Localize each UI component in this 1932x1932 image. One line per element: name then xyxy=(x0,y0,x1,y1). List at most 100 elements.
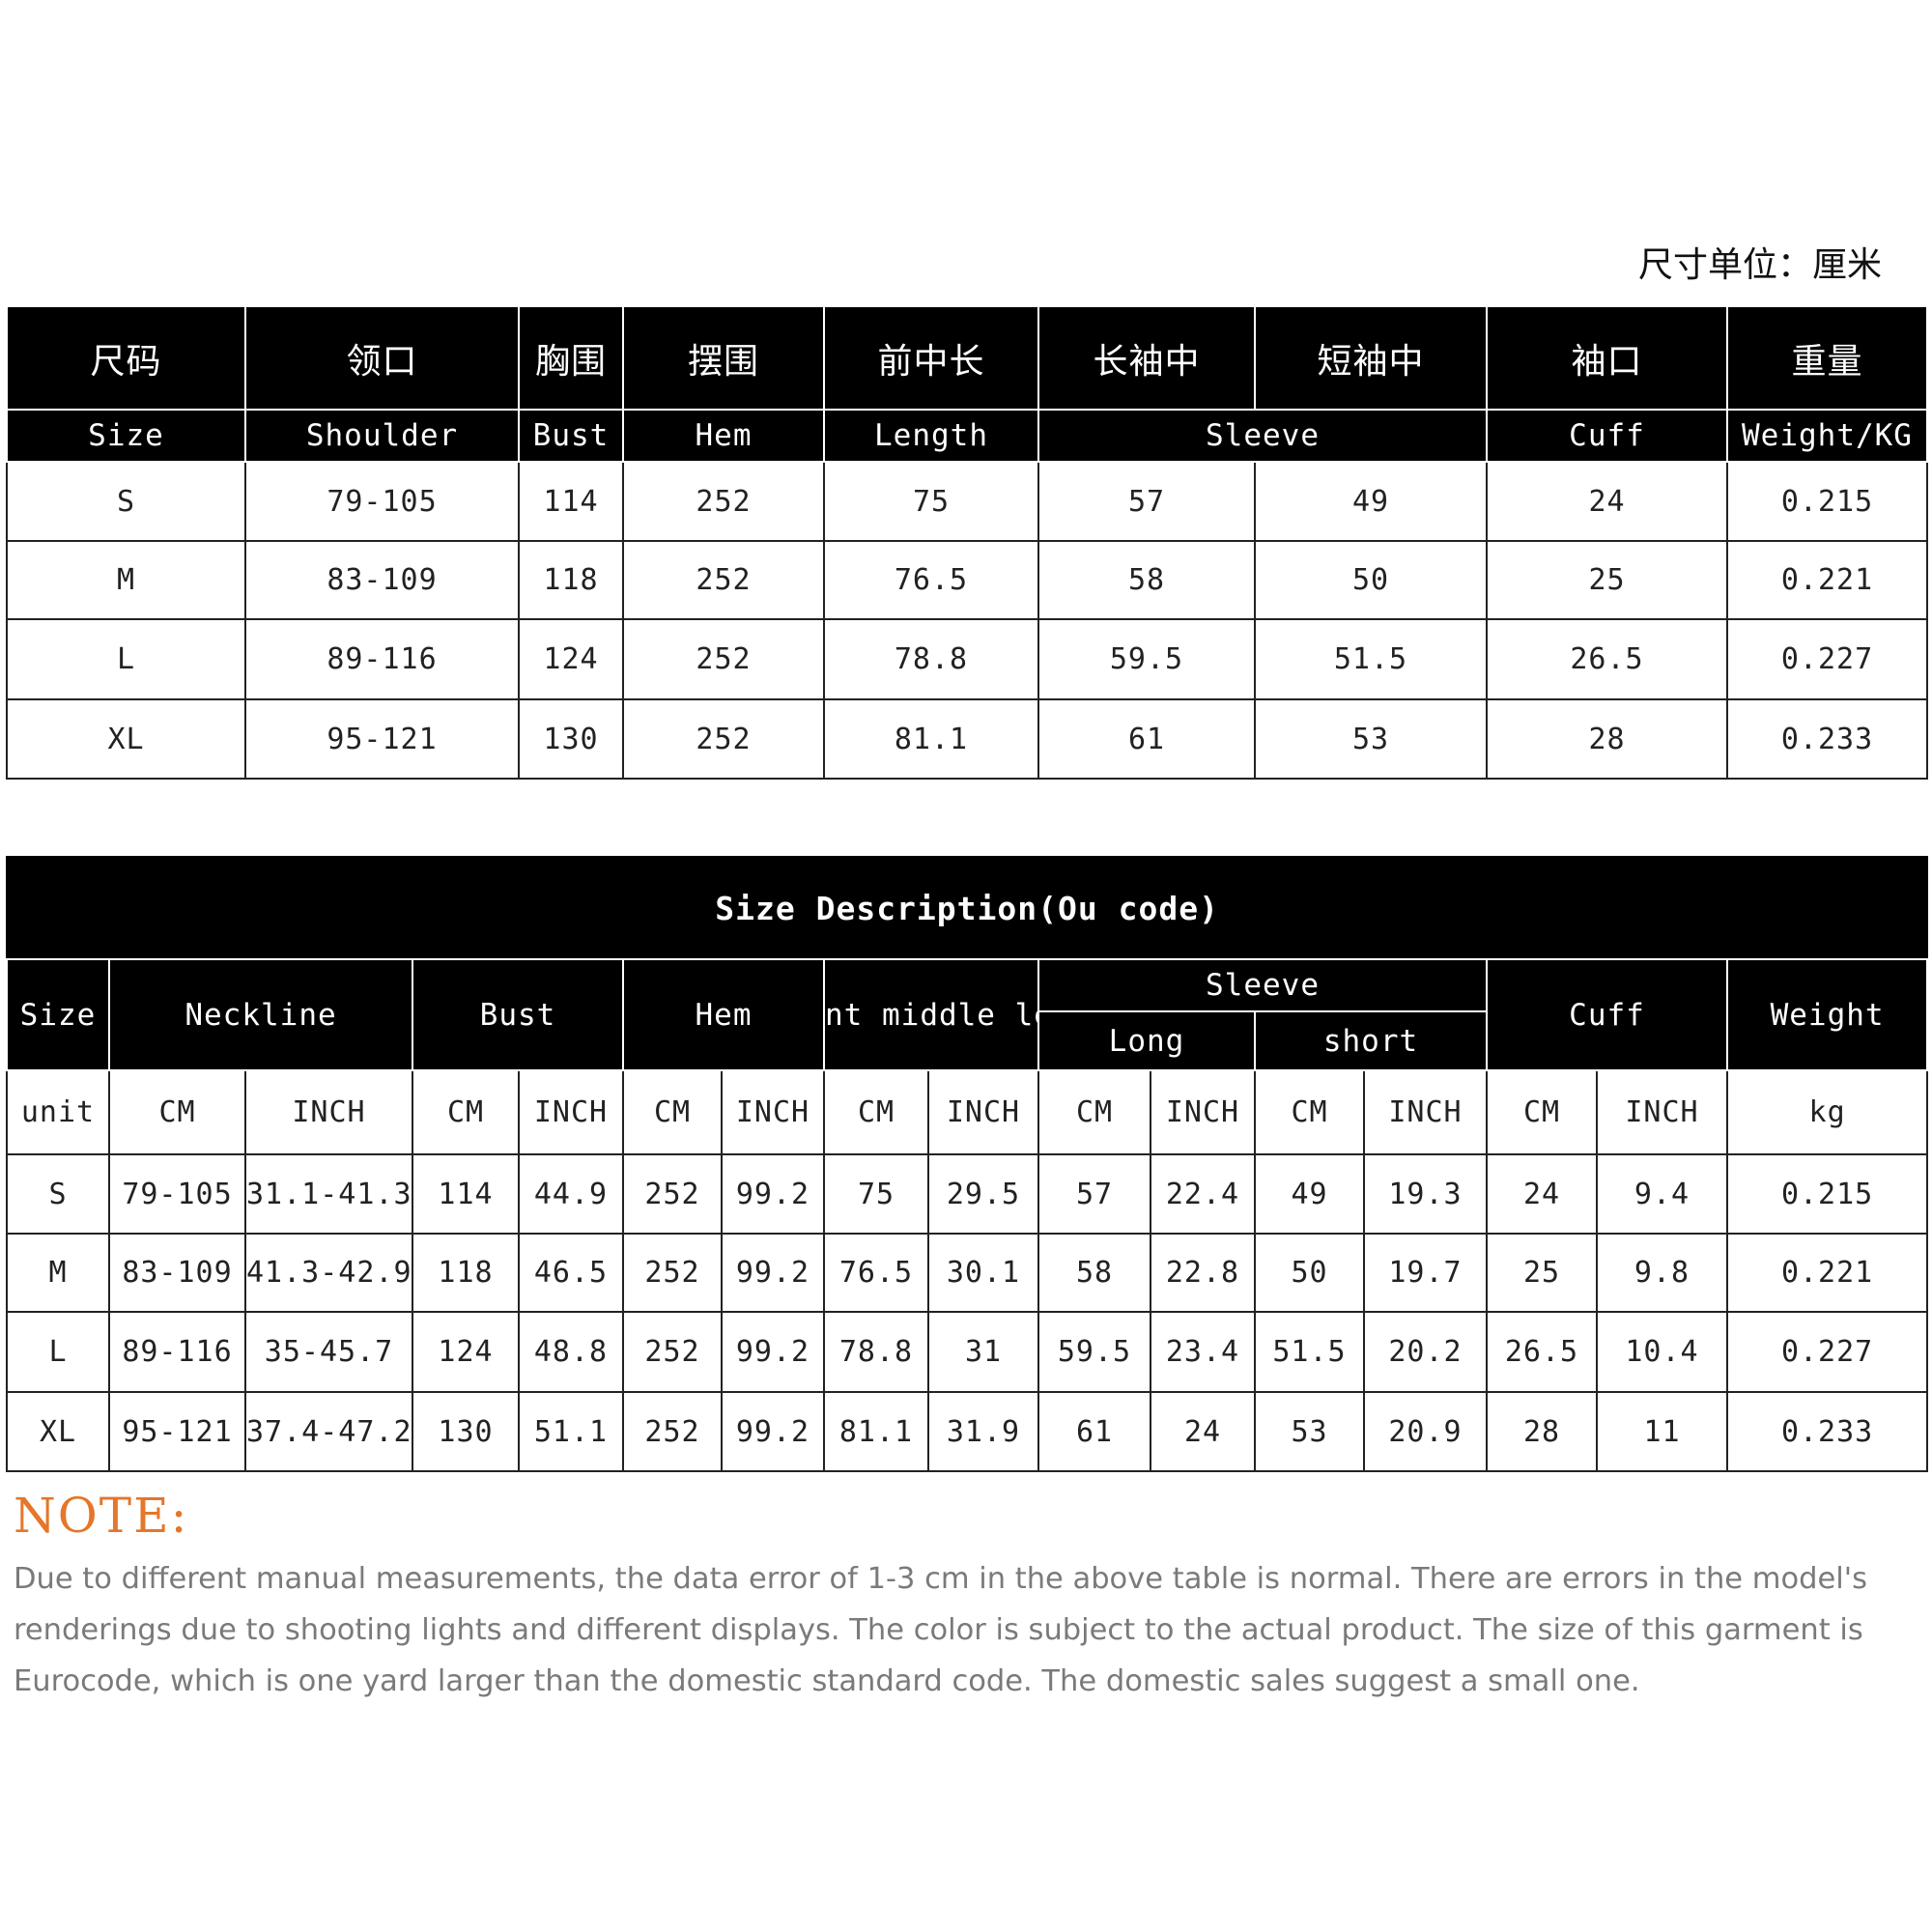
table-cell: 29.5 xyxy=(927,1153,1039,1235)
table-cell: 0.215 xyxy=(1725,1153,1929,1235)
header-cn-cell: 胸围 xyxy=(518,305,624,411)
table-cell: 58 xyxy=(1037,540,1256,620)
table-cell: 124 xyxy=(412,1311,520,1393)
unit-note: 尺寸单位：厘米 xyxy=(1637,245,1882,285)
table-row: S 79-105 114 252 75 57 49 24 0.215 xyxy=(6,461,1928,542)
table-cell: M xyxy=(6,1233,110,1313)
unit-cell: INCH xyxy=(1596,1069,1728,1155)
table-cell: 25 xyxy=(1486,540,1728,620)
header-length: nt middle ler xyxy=(823,958,1039,1071)
table-cell: L xyxy=(6,1311,110,1393)
table-cell: 31.1-41.3 xyxy=(244,1153,413,1235)
header-en-cell: Sleeve xyxy=(1037,409,1488,463)
table-cell: 19.3 xyxy=(1363,1153,1488,1235)
header-weight: Weight xyxy=(1725,958,1929,1071)
table-cell: 252 xyxy=(622,461,825,542)
table-cell: 48.8 xyxy=(518,1311,624,1393)
header-cn-cell: 短袖中 xyxy=(1254,305,1488,411)
table-cell: 0.233 xyxy=(1725,1391,1929,1472)
table-cell: 22.4 xyxy=(1150,1153,1256,1235)
header-cn-cell: 袖口 xyxy=(1486,305,1728,411)
table-cell: 0.233 xyxy=(1726,698,1928,780)
unit-cell: INCH xyxy=(927,1069,1039,1155)
table-cell: 252 xyxy=(622,1153,723,1235)
table-cell: 9.4 xyxy=(1596,1153,1728,1235)
header-sleeve-short: short xyxy=(1254,1010,1488,1071)
unit-cell: CM xyxy=(108,1069,246,1155)
table-cell: 50 xyxy=(1254,1233,1365,1313)
table-cell: 11 xyxy=(1596,1391,1728,1472)
unit-cell: CM xyxy=(412,1069,520,1155)
table-cell: 59.5 xyxy=(1037,618,1256,700)
table-cell: 26.5 xyxy=(1486,618,1728,700)
unit-cell: CM xyxy=(1254,1069,1365,1155)
table-cell: 23.4 xyxy=(1150,1311,1256,1393)
table-cell: 81.1 xyxy=(823,1391,929,1472)
table-cell: S xyxy=(6,461,246,542)
table-cell: 57 xyxy=(1037,1153,1151,1235)
header-en-cell: Weight/KG xyxy=(1726,409,1928,463)
unit-cell: CM xyxy=(1486,1069,1598,1155)
table-cell: 49 xyxy=(1254,1153,1365,1235)
table-cell: 130 xyxy=(412,1391,520,1472)
note-text: Due to different manual measurements, th… xyxy=(14,1562,1867,1698)
table-cell: 26.5 xyxy=(1486,1311,1598,1393)
table-cell: 252 xyxy=(622,540,825,620)
table-row: L 89-116 124 252 78.8 59.5 51.5 26.5 0.227 xyxy=(6,618,1928,700)
table-cell: 95-121 xyxy=(244,698,520,780)
table-cell: 57 xyxy=(1037,461,1256,542)
table-cell: 30.1 xyxy=(927,1233,1039,1313)
table-cell: 252 xyxy=(622,618,825,700)
header-en-cell: Hem xyxy=(622,409,825,463)
table-cell: 118 xyxy=(412,1233,520,1313)
table-row: M 83-109 118 252 76.5 58 50 25 0.221 xyxy=(6,540,1928,620)
table-cell: 130 xyxy=(518,698,624,780)
unit-cell: CM xyxy=(1037,1069,1151,1155)
table-cell: 0.227 xyxy=(1726,618,1928,700)
table-cell: 76.5 xyxy=(823,540,1039,620)
table-cell: 10.4 xyxy=(1596,1311,1728,1393)
header-cn-cell: 前中长 xyxy=(823,305,1039,411)
table-cell: L xyxy=(6,618,246,700)
header-en-cell: Cuff xyxy=(1486,409,1728,463)
table-cell: 124 xyxy=(518,618,624,700)
header-en-cell: Bust xyxy=(518,409,624,463)
table-cell: 0.221 xyxy=(1725,1233,1929,1313)
table-cell: 37.4-47.2 xyxy=(244,1391,413,1472)
header-sleeve: Sleeve xyxy=(1037,958,1488,1012)
header-en-cell: Length xyxy=(823,409,1039,463)
table-cell: S xyxy=(6,1153,110,1235)
table-cell: 53 xyxy=(1254,1391,1365,1472)
table-cell: 83-109 xyxy=(108,1233,246,1313)
table-cell: 50 xyxy=(1254,540,1488,620)
table-cell: 118 xyxy=(518,540,624,620)
unit-cell: CM xyxy=(823,1069,929,1155)
header-cn-cell: 尺码 xyxy=(6,305,246,411)
header-cn-cell: 摆围 xyxy=(622,305,825,411)
unit-cell: INCH xyxy=(1363,1069,1488,1155)
note-title: NOTE: xyxy=(14,1488,189,1544)
table-cell: 28 xyxy=(1486,1391,1598,1472)
table-cell: 46.5 xyxy=(518,1233,624,1313)
unit-cell: kg xyxy=(1725,1069,1929,1155)
table-cell: 53 xyxy=(1254,698,1488,780)
table-cell: 24 xyxy=(1150,1391,1256,1472)
header-cn-cell: 长袖中 xyxy=(1037,305,1256,411)
table-cell: 20.9 xyxy=(1363,1391,1488,1472)
table-cell: 49 xyxy=(1254,461,1488,542)
table-cell: XL xyxy=(6,1391,110,1472)
table-cell: 252 xyxy=(622,698,825,780)
table-cell: 61 xyxy=(1037,698,1256,780)
size-table-cn: 尺码 领口 胸围 摆围 前中长 长袖中 短袖中 袖口 重量 Size Shoulder Bust Hem… xyxy=(6,305,1928,780)
table-cell: 19.7 xyxy=(1363,1233,1488,1313)
table-row: XL 95-121 130 252 81.1 61 53 28 0.233 xyxy=(6,698,1928,780)
table-cell: 252 xyxy=(622,1391,723,1472)
table-cell: 79-105 xyxy=(244,461,520,542)
table-row: XL 95-121 37.4-47.2 130 51.1 252 99.2 81.1 31.9 6… xyxy=(6,1391,1929,1472)
table-cell: 76.5 xyxy=(823,1233,929,1313)
table-cell: 0.227 xyxy=(1725,1311,1929,1393)
table-row: S 79-105 31.1-41.3 114 44.9 252 99.2 75 29.5 57 22… xyxy=(6,1153,1929,1235)
table-cell: 99.2 xyxy=(721,1233,825,1313)
table-cell: 41.3-42.9 xyxy=(244,1233,413,1313)
unit-cell: CM xyxy=(622,1069,723,1155)
